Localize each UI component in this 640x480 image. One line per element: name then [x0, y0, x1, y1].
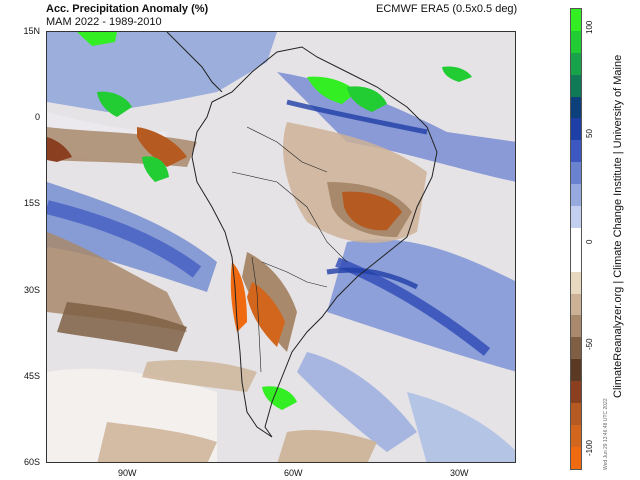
anomaly-map [46, 31, 516, 463]
lat-label-15s: 15S [23, 198, 40, 208]
dataset-label: ECMWF ERA5 (0.5x0.5 deg) [376, 3, 518, 15]
colorbar-segment [571, 337, 581, 360]
colorbar-segment [571, 96, 581, 119]
map-subtitle: MAM 2022 - 1989-2010 [46, 16, 162, 28]
colorbar-segment [571, 446, 581, 469]
colorbar-segment [571, 206, 581, 228]
lat-label-0: 0 [34, 112, 40, 122]
colorbar-segment [571, 271, 581, 294]
colorbar-segment [571, 9, 581, 31]
colorbar-tick-neg100: -100 [585, 439, 594, 456]
colorbar-segment [571, 52, 581, 75]
colorbar-tick-100: 100 [585, 20, 594, 34]
colorbar-segment [571, 30, 581, 53]
anomaly-field [47, 32, 515, 462]
map-title: Acc. Precipitation Anomaly (%) [46, 3, 209, 15]
lat-label-30s: 30S [23, 285, 40, 295]
colorbar-segment [571, 162, 581, 185]
colorbar-segment [571, 424, 581, 447]
lon-label-90w: 90W [118, 468, 137, 478]
colorbar-segment [571, 227, 581, 250]
lat-label-15n: 15N [23, 26, 40, 36]
colorbar-segment [571, 293, 581, 316]
colorbar-segment [571, 140, 581, 163]
timestamp: Wed Jun 29 13:46:48 UTC 2022 [603, 398, 609, 470]
colorbar-tick-neg50: -50 [585, 338, 594, 350]
colorbar-segment [571, 74, 581, 97]
lat-label-45s: 45S [23, 371, 40, 381]
colorbar-segment [571, 403, 581, 425]
colorbar-segment [571, 184, 581, 207]
colorbar [570, 8, 582, 470]
colorbar-tick-0: 0 [585, 239, 594, 244]
colorbar-tick-50: 50 [585, 129, 594, 138]
colorbar-segment [571, 381, 581, 404]
lon-label-30w: 30W [450, 468, 469, 478]
lon-label-60w: 60W [284, 468, 303, 478]
colorbar-segment [571, 315, 581, 338]
credit-text: ClimateReanalyzer.org | Climate Change I… [612, 54, 624, 398]
colorbar-segment [571, 118, 581, 141]
lat-label-60s: 60S [23, 457, 40, 467]
colorbar-segment [571, 249, 581, 272]
colorbar-segment [571, 359, 581, 382]
